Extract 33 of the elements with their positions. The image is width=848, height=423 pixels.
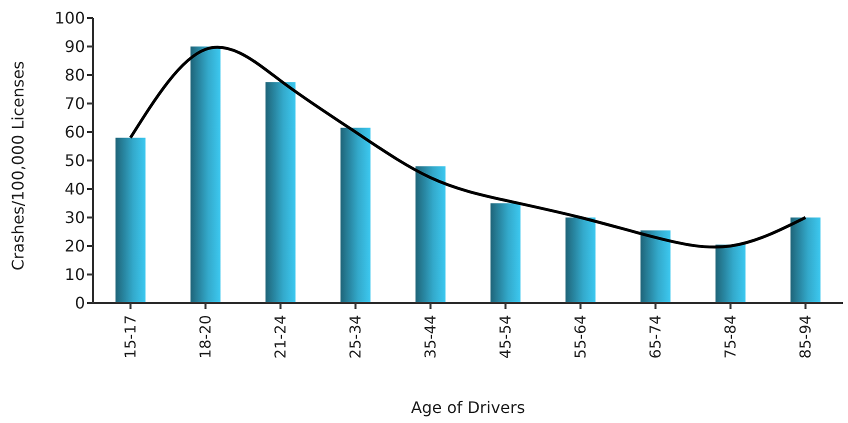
y-tick-label: 30 [64,208,85,228]
y-tick-label: 80 [64,66,85,85]
x-tick-label: 45-54 [496,315,514,359]
y-tick-label: 10 [64,265,85,284]
y-tick-label: 20 [64,236,85,256]
bar [716,244,746,303]
y-tick-label: 100 [54,8,85,28]
bar [116,138,146,303]
x-tick-label: 25-34 [346,315,364,359]
x-tick-label: 21-24 [272,315,290,359]
y-tick-label: 50 [64,151,85,170]
bar [416,166,446,303]
bar [640,230,670,303]
y-tick-label: 0 [74,294,85,313]
y-axis-title: Crashes/100,000 Licenses [8,60,28,270]
bar [490,203,520,303]
x-axis-title: Age of Drivers [410,398,526,417]
bar [790,218,820,303]
bar [190,46,220,303]
x-tick-label: 35-44 [422,315,440,359]
y-tick-label: 70 [64,94,85,114]
x-tick-label: 55-64 [572,315,590,359]
x-tick-label: 15-17 [122,315,140,359]
y-tick-label: 60 [64,122,85,142]
x-tick-label: 75-84 [722,315,740,359]
bar [266,82,296,303]
x-tick-label: 85-94 [796,315,814,359]
bar [340,128,370,303]
x-tick-label: 18-20 [196,315,214,359]
x-tick-label: 65-74 [646,315,664,359]
y-tick-label: 90 [64,37,85,56]
bar [566,218,596,303]
y-tick-label: 40 [64,180,85,199]
